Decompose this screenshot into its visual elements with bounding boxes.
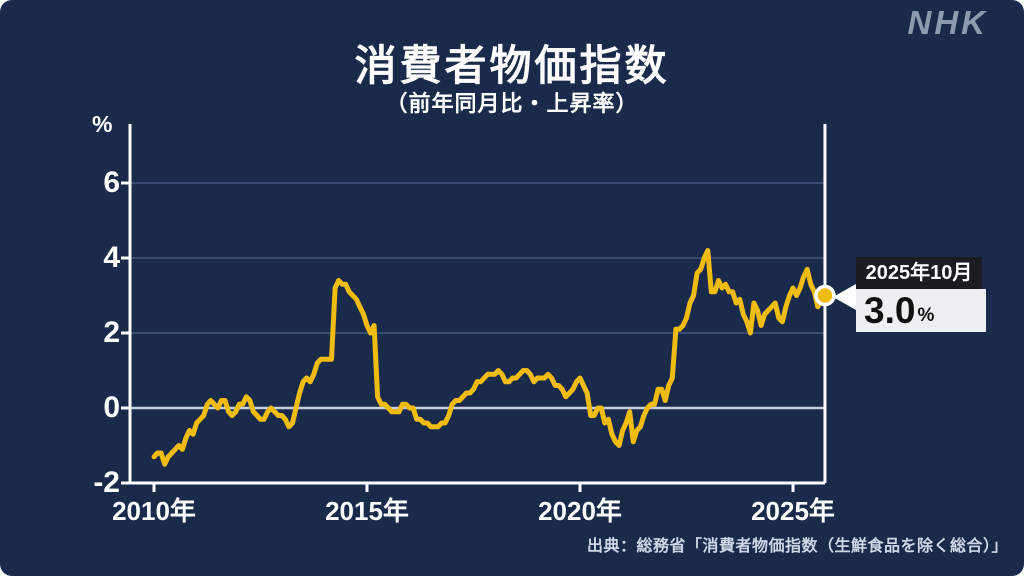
chart-subtitle: （前年同月比・上昇率） bbox=[385, 91, 639, 116]
callout-date: 2025年10月 bbox=[856, 257, 982, 289]
y-axis-unit-label: % bbox=[92, 111, 113, 137]
callout-value-unit: % bbox=[917, 304, 935, 326]
cpi-line-series bbox=[151, 248, 828, 467]
callout-arrow-icon bbox=[833, 284, 856, 310]
source-attribution: 出典：総務省「消費者物価指数（生鮮食品を除く総合）」 bbox=[586, 538, 1008, 555]
callout-value-number: 3.0 bbox=[864, 290, 916, 331]
axes bbox=[128, 124, 827, 485]
latest-value-callout: 2025年10月 3.0 % bbox=[833, 257, 986, 332]
nhk-logo: NHK bbox=[907, 4, 988, 41]
tick-marks bbox=[121, 181, 795, 492]
chart-title: 消費者物価指数 bbox=[354, 42, 670, 89]
callout-value: 3.0 % bbox=[856, 289, 986, 332]
latest-point-marker bbox=[814, 284, 836, 307]
gridlines bbox=[131, 182, 825, 410]
